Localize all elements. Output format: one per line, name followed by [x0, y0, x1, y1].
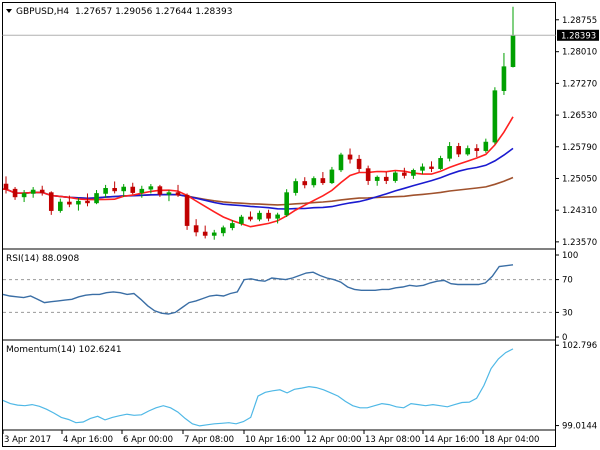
candle	[402, 167, 407, 179]
candle	[329, 166, 335, 185]
momentum-label: Momentum(14) 102.6241	[6, 345, 122, 355]
price-axis: 1.28755 1.28010 1.27270 1.26530 1.25790 1.250…	[555, 16, 597, 248]
price-tick-label: 1.27270	[562, 79, 597, 89]
collapse-triangle-icon[interactable]	[6, 9, 12, 13]
candle	[21, 190, 27, 203]
candle	[275, 212, 280, 224]
rsi-tick-label: 0	[562, 333, 567, 343]
candle	[320, 172, 326, 185]
candle	[293, 178, 299, 196]
symbol-label: GBPUSD,H4	[16, 7, 69, 17]
chart-frame	[2, 2, 556, 447]
rsi-label: RSI(14) 88.0908	[6, 254, 79, 264]
candle	[184, 193, 190, 230]
momentum-line	[2, 348, 514, 427]
candle	[338, 152, 344, 173]
candle	[139, 185, 145, 198]
candle	[492, 87, 498, 145]
candle	[94, 190, 99, 205]
time-tick-label: 13 Apr 08:00	[365, 435, 420, 445]
candle	[157, 184, 163, 197]
candle	[393, 171, 398, 183]
current-price-value: 1.28393	[561, 31, 596, 41]
candle	[12, 187, 18, 200]
time-tick-label: 7 Apr 08:00	[184, 435, 234, 445]
price-tick-label: 1.28010	[562, 48, 597, 58]
time-tick-label: 3 Apr 2017	[4, 435, 51, 445]
candle	[67, 195, 72, 208]
candle	[58, 198, 63, 213]
candle	[76, 197, 81, 211]
candle	[112, 181, 117, 194]
candle	[456, 142, 461, 158]
momentum-axis: 102.796 99.0144	[555, 341, 597, 432]
rsi-tick-label: 30	[562, 308, 573, 318]
candle	[420, 163, 425, 175]
candle	[465, 145, 471, 156]
candle	[374, 175, 380, 186]
rsi-tick-label: 100	[562, 251, 578, 261]
rsi-axis: 100 70 30 0	[3, 251, 578, 343]
momentum-tick-label: 102.796	[562, 341, 597, 351]
ohlc-readout: 1.27657 1.29056 1.27644 1.28393	[75, 7, 232, 17]
price-tick-label: 1.25050	[562, 174, 597, 184]
candle	[483, 138, 489, 153]
candle	[447, 142, 452, 162]
candle	[248, 211, 253, 222]
ma-fast-line	[3, 116, 514, 228]
time-axis: 3 Apr 2017 4 Apr 16:00 6 Apr 00:00 7 Apr 08…	[2, 430, 539, 445]
price-tick-label: 1.28755	[562, 16, 597, 26]
time-tick-label: 10 Apr 16:00	[245, 435, 300, 445]
time-tick-label: 6 Apr 00:00	[123, 435, 173, 445]
candle	[501, 52, 507, 95]
candle	[411, 168, 416, 179]
candle	[85, 193, 90, 207]
candle	[284, 189, 289, 218]
candle	[175, 184, 181, 197]
candle	[257, 210, 262, 222]
time-tick-label: 4 Apr 16:00	[63, 435, 113, 445]
candle	[121, 184, 126, 197]
candle	[302, 177, 308, 189]
candle	[239, 214, 244, 226]
candle	[311, 176, 317, 188]
current-price-tag: 1.28393	[557, 29, 599, 41]
candle	[347, 148, 353, 164]
candle	[220, 225, 226, 237]
candle	[266, 209, 271, 222]
candle	[356, 154, 362, 173]
time-tick-label: 18 Apr 04:00	[484, 435, 539, 445]
candle	[230, 220, 235, 231]
price-tick-label: 1.25790	[562, 143, 597, 153]
rsi-line	[2, 264, 514, 315]
moving-averages	[3, 116, 514, 228]
candlestick-series	[3, 6, 516, 240]
candle	[130, 182, 136, 195]
rsi-tick-label: 70	[562, 276, 573, 286]
candle	[211, 229, 217, 240]
momentum-tick-label: 99.0144	[562, 422, 597, 432]
candle	[438, 155, 443, 170]
candle	[383, 172, 389, 185]
candle	[3, 176, 9, 194]
candle	[474, 144, 480, 158]
candle	[193, 219, 199, 237]
price-tick-label: 1.24310	[562, 206, 597, 216]
time-tick-label: 12 Apr 00:00	[306, 435, 361, 445]
time-tick-label: 14 Apr 16:00	[424, 435, 479, 445]
candle	[148, 184, 154, 194]
candle	[30, 187, 36, 198]
candle	[202, 225, 208, 239]
price-tick-label: 1.26530	[562, 111, 597, 121]
candle	[48, 191, 54, 215]
candle	[103, 184, 108, 198]
candle	[429, 161, 434, 173]
price-tick-label: 1.23570	[562, 238, 597, 248]
candle	[39, 185, 45, 196]
ma-mid-line	[3, 147, 514, 210]
candle	[365, 165, 371, 185]
candle	[166, 190, 172, 202]
